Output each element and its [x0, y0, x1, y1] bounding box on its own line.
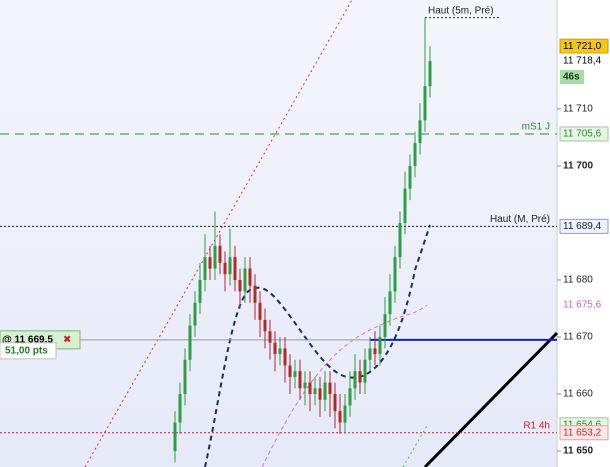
- price-box-label: 11 689,4: [563, 221, 602, 232]
- y-tick-label: 11 680: [563, 275, 593, 286]
- y-tick-label: 11 650: [563, 446, 593, 457]
- y-tick-label: 11 700: [563, 161, 593, 172]
- y-tick-label: 11 670: [563, 332, 593, 343]
- candle-body: [208, 257, 212, 269]
- candle-body: [268, 331, 272, 343]
- candle-body: [428, 61, 432, 87]
- candle-body: [353, 371, 357, 389]
- candle-body: [238, 279, 242, 292]
- candle-body: [258, 302, 262, 320]
- position-label: @ 11 669,5: [2, 334, 53, 345]
- candle-body: [223, 262, 227, 275]
- y-tick-label: 11 660: [563, 389, 593, 400]
- price-box-label: 11 675,6: [563, 300, 602, 311]
- candle-body: [403, 188, 407, 223]
- candle-body: [203, 257, 207, 280]
- level-label: mS1 J: [522, 122, 550, 133]
- pink-average: [261, 304, 428, 467]
- navy-average: [204, 224, 431, 467]
- candle-body: [298, 371, 302, 389]
- black-trend: [423, 331, 559, 467]
- candle-body: [288, 365, 292, 377]
- candle-body: [368, 348, 372, 360]
- price-box: [559, 38, 609, 54]
- timer-label: 46s: [563, 72, 580, 83]
- price-box-label: 11 718,4: [563, 56, 602, 67]
- candle-body: [273, 342, 277, 355]
- candle-body: [333, 394, 337, 412]
- candle-body: [378, 336, 382, 355]
- timer-box: [560, 70, 584, 85]
- price-box: [559, 297, 609, 313]
- candle-body: [188, 325, 192, 360]
- candle-body: [383, 314, 387, 337]
- candle-body: [283, 348, 287, 366]
- indicators: [84, 0, 559, 467]
- candle-body: [218, 245, 222, 263]
- candle-body: [198, 279, 202, 303]
- green-line: [402, 423, 429, 467]
- price-box: [559, 53, 609, 69]
- pts-tag: [0, 342, 57, 360]
- candle-body: [318, 388, 322, 400]
- candle-body: [183, 359, 187, 395]
- plot-background: [0, 0, 557, 467]
- candle-body: [418, 120, 422, 144]
- candle-body: [173, 422, 177, 452]
- candle-body: [408, 165, 412, 189]
- candle-body: [348, 388, 352, 406]
- candle-body: [178, 394, 182, 423]
- candle-body: [343, 405, 347, 423]
- candle-body: [248, 268, 252, 286]
- candle-body: [278, 348, 282, 355]
- candle-body: [293, 371, 297, 377]
- price-box-label: 11 705,6: [563, 129, 602, 140]
- candle-body: [263, 319, 267, 332]
- candle-body: [323, 382, 327, 400]
- level-label: Haut (5m, Pré): [428, 5, 494, 16]
- candle-body: [228, 257, 232, 275]
- candle-body: [253, 285, 257, 303]
- candle-body: [423, 86, 427, 121]
- level-label: R1 4h: [523, 420, 550, 431]
- price-box: [559, 126, 609, 142]
- candle-body: [328, 382, 332, 395]
- candle-body: [243, 268, 247, 292]
- candle-body: [358, 371, 362, 383]
- price-box-label: 11 721,0: [563, 41, 602, 52]
- candle-body: [398, 222, 402, 258]
- price-box-label: 11 653,2: [563, 427, 602, 438]
- price-box-label: 11 654,6: [563, 419, 602, 430]
- candle-body: [193, 302, 197, 326]
- price-box: [559, 425, 609, 441]
- y-tick-label: 11 710: [563, 104, 593, 115]
- candle-body: [233, 257, 237, 280]
- candle-body: [393, 257, 397, 292]
- candle-body: [313, 388, 317, 395]
- candle-body: [213, 245, 217, 269]
- candle-body: [338, 411, 342, 423]
- price-box: [559, 218, 609, 234]
- candle-body: [373, 348, 377, 355]
- level-label: Haut (M, Pré): [490, 214, 550, 225]
- candle-body: [303, 382, 307, 389]
- candle-body: [388, 291, 392, 315]
- candle-body: [413, 143, 417, 166]
- candle-body: [308, 382, 312, 395]
- candle-body: [363, 359, 367, 383]
- position-close[interactable]: ✖: [63, 334, 71, 345]
- pts-label: 51,00 pts: [5, 345, 48, 356]
